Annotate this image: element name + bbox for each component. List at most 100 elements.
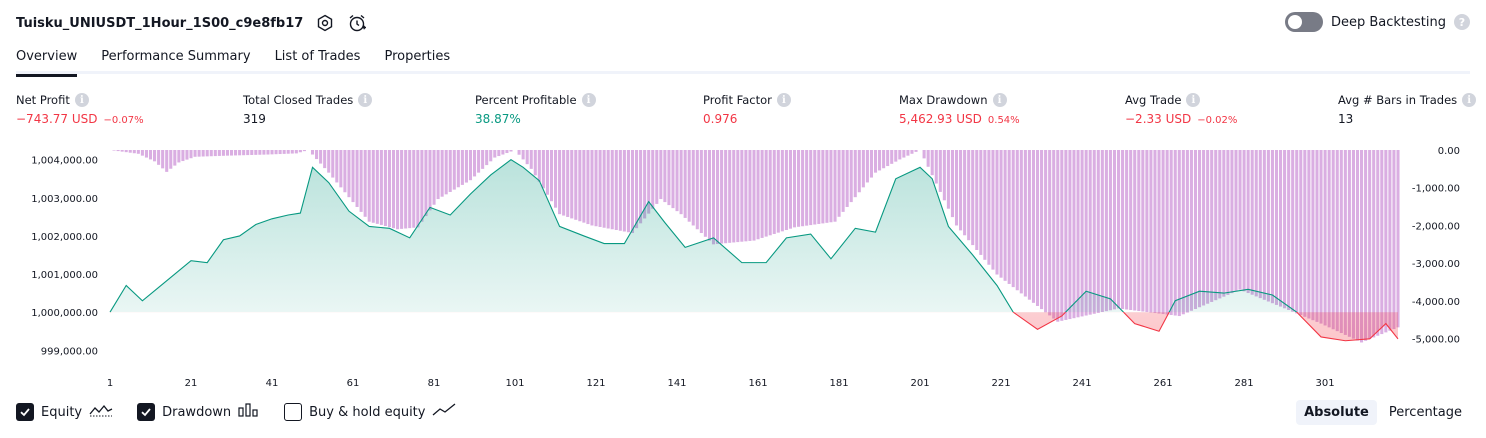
drawdown-bar [707,150,711,241]
metric-value: 38.87% [475,112,521,126]
drawdown-bar [460,150,464,185]
info-icon[interactable]: i [1462,93,1477,107]
metric-label: Avg Trade [1125,93,1182,107]
percentage-button[interactable]: Percentage [1388,405,1462,420]
drawdown-bar [622,150,626,232]
settings-gear-icon[interactable] [315,13,335,33]
drawdown-bar [1108,150,1112,311]
legend-equity[interactable]: Equity [16,403,113,421]
drawdown-bar [1193,150,1198,309]
drawdown-bar [497,150,501,157]
drawdown-bar [837,150,841,217]
info-icon[interactable]: i [581,93,596,107]
drawdown-bar [635,150,639,229]
drawdown-bar [1266,150,1270,302]
metric-max-drawdown: Max Drawdown i 5,462.93 USD 0.54% [899,93,1020,126]
drawdown-bar [841,150,845,212]
drawdown-bar [472,150,477,177]
drawdown-bar [209,150,213,157]
drawdown-bar [562,150,566,216]
drawdown-bar [1084,150,1088,316]
drawdown-bar [541,150,545,189]
right-axis-tick: -4,000.00 [1412,297,1460,308]
drawdown-bar [1177,150,1181,317]
drawdown-bar [776,150,780,233]
drawdown-bar [1165,150,1169,315]
drawdown-bar [849,150,853,203]
equity-line-positive [109,159,1298,313]
drawdown-bar [554,150,558,208]
drawdown-bar [408,150,412,229]
equity-checkbox[interactable] [16,403,34,421]
drawdown-bar [946,150,950,209]
tab-overview[interactable]: Overview [16,44,78,77]
drawdown-bar [1137,150,1141,312]
info-icon[interactable]: i [776,93,791,107]
drawdown-bar [902,150,906,158]
drawdown-bar [302,150,306,152]
drawdown-bar [1262,150,1266,300]
info-icon[interactable]: i [992,93,1007,107]
drawdown-bar [817,150,821,224]
drawdown-bar [1198,150,1202,308]
drawdown-bar [1141,150,1145,312]
drawdown-bar [412,150,416,228]
x-axis-tick: 61 [347,378,360,389]
help-icon[interactable]: ? [1454,14,1470,30]
drawdown-bar [959,150,963,231]
drawdown-bar [1307,150,1311,319]
drawdown-bar [1149,150,1153,313]
drawdown-bar [339,150,343,188]
tab-properties[interactable]: Properties [384,49,451,64]
drawdown-bar [1327,150,1331,328]
drawdown-bar [1226,150,1230,295]
tab-list-of-trades[interactable]: List of Trades [274,49,361,64]
drawdown-bar [387,150,392,228]
x-axis-tick: 301 [1316,378,1335,389]
drawdown-bar [545,150,549,195]
drawdown-bar [1218,150,1222,299]
legend-drawdown[interactable]: Drawdown [137,403,260,421]
drawdown-bar [489,150,493,162]
drawdown-bar [1185,150,1189,313]
drawdown-bar [1040,150,1044,310]
drawdown-bar [805,150,809,226]
alert-clock-icon[interactable] [347,13,367,33]
drawdown-bar [671,150,675,209]
info-icon[interactable]: i [74,93,89,107]
info-icon[interactable]: i [1186,93,1201,107]
drawdown-bar [906,150,910,156]
drawdown-bar [950,150,955,218]
legend-buy-hold[interactable]: Buy & hold equity [284,403,456,421]
trend-line-icon [432,403,456,421]
drawdown-bar [598,150,602,227]
tab-performance-summary[interactable]: Performance Summary [101,49,251,64]
strategy-header: Tuisku_UNIUSDT_1Hour_1S00_c9e8fb17 [16,8,367,38]
drawdown-bar [424,150,428,217]
buy-hold-checkbox[interactable] [284,403,303,421]
drawdown-bar [185,150,189,160]
drawdown-bar [201,150,205,157]
drawdown-bar [416,150,420,228]
deep-backtesting-toggle[interactable] [1284,12,1323,32]
drawdown-bar [132,150,136,154]
drawdown-bar [1291,150,1295,312]
drawdown-checkbox[interactable] [137,403,156,421]
drawdown-bar [922,150,926,159]
left-axis-tick: 999,000.00 [41,346,98,357]
drawdown-bar [971,150,975,246]
drawdown-bar [1068,150,1072,320]
deep-backtesting-control: Deep Backtesting ? [1284,12,1470,32]
right-axis-tick: -5,000.00 [1412,335,1460,346]
drawdown-bar [537,150,541,182]
info-icon[interactable]: i [358,93,373,107]
drawdown-bar [1214,150,1218,301]
drawdown-bar [991,150,995,270]
drawdown-bar [375,150,379,224]
drawdown-bar [477,150,481,173]
drawdown-bar [238,150,242,156]
drawdown-bar [829,150,833,223]
drawdown-bar [400,150,404,229]
absolute-button[interactable]: Absolute [1296,400,1377,425]
drawdown-bar [558,150,562,215]
